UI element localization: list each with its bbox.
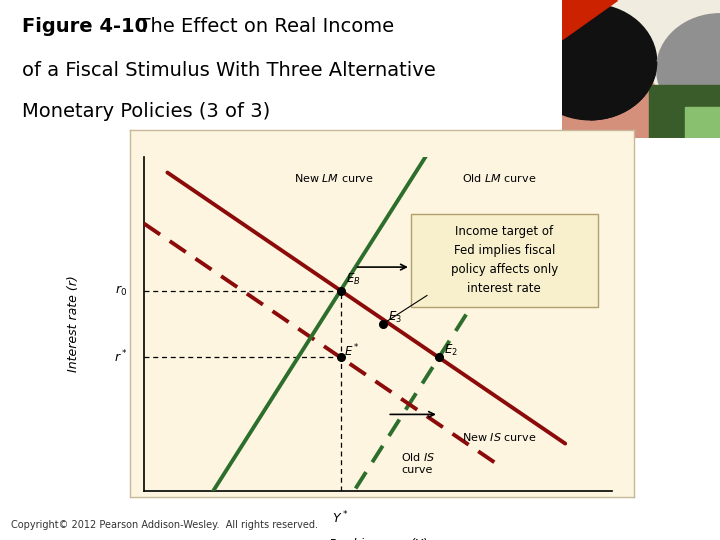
Bar — [685, 107, 720, 138]
Text: $E_B$: $E_B$ — [346, 272, 361, 287]
Text: New $IS$ curve: New $IS$ curve — [462, 431, 536, 443]
Bar — [649, 85, 720, 138]
Text: $r_0$: $r_0$ — [115, 284, 127, 298]
Text: Real income (Y): Real income (Y) — [329, 538, 427, 540]
Wedge shape — [562, 42, 672, 138]
Wedge shape — [590, 62, 657, 120]
Text: Interest rate (r): Interest rate (r) — [67, 275, 81, 373]
Text: The Effect on Real Income: The Effect on Real Income — [127, 17, 395, 36]
Text: Old $LM$ curve: Old $LM$ curve — [462, 172, 536, 184]
Polygon shape — [562, 0, 617, 38]
Circle shape — [523, 4, 657, 120]
Text: 4-23: 4-23 — [634, 516, 676, 534]
Text: Copyright© 2012 Pearson Addison-Wesley.  All rights reserved.: Copyright© 2012 Pearson Addison-Wesley. … — [12, 520, 318, 530]
Text: $E_3$: $E_3$ — [388, 309, 402, 325]
Text: $r^*$: $r^*$ — [114, 349, 127, 366]
Text: New $LM$ curve: New $LM$ curve — [294, 172, 374, 184]
Text: Figure 4-10: Figure 4-10 — [22, 17, 148, 36]
Text: Monetary Policies (3 of 3): Monetary Policies (3 of 3) — [22, 102, 271, 121]
Text: $Y^*$: $Y^*$ — [333, 510, 348, 526]
Wedge shape — [601, 0, 720, 103]
Text: $E_2$: $E_2$ — [444, 343, 459, 358]
Text: of a Fiscal Stimulus With Three Alternative: of a Fiscal Stimulus With Three Alternat… — [22, 60, 436, 79]
Wedge shape — [657, 14, 720, 124]
Text: $E^*$: $E^*$ — [344, 342, 360, 359]
FancyBboxPatch shape — [411, 213, 598, 307]
Text: Income target of
Fed implies fiscal
policy affects only
interest rate: Income target of Fed implies fiscal poli… — [451, 225, 558, 295]
Text: Old $IS$
curve: Old $IS$ curve — [402, 451, 436, 475]
